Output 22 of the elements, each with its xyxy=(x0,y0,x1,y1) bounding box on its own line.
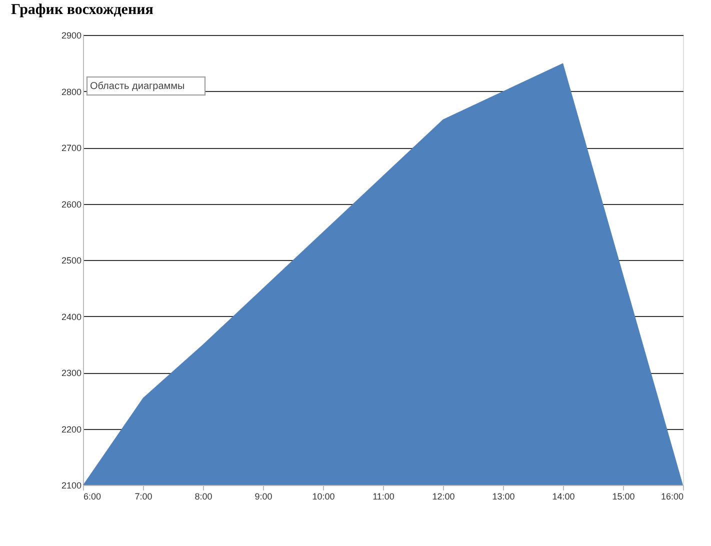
y-tick-label: 2700 xyxy=(61,143,82,153)
y-tick-label: 2900 xyxy=(61,30,82,40)
x-tick-label: 10:00 xyxy=(312,492,335,502)
y-tick-label: 2600 xyxy=(61,199,82,210)
y-tick-label: 2300 xyxy=(61,368,82,378)
y-tick-label: 2500 xyxy=(61,256,82,266)
x-tick-label: 7:00 xyxy=(134,492,152,502)
x-tick-label: 16:00 xyxy=(660,492,684,502)
x-tick-label: 6:00 xyxy=(84,492,102,502)
annotation: Область диаграммы xyxy=(90,81,185,92)
y-tick-label: 2200 xyxy=(61,424,82,434)
chart-title: График восхождения xyxy=(10,2,154,18)
x-tick-label: 12:00 xyxy=(432,492,455,502)
x-tick-label: 15:00 xyxy=(612,492,635,502)
x-tick-label: 11:00 xyxy=(372,492,394,502)
x-tick-label: 13:00 xyxy=(492,492,515,502)
y-tick-label: 2800 xyxy=(61,86,82,97)
y-tick-label: 2400 xyxy=(61,312,82,322)
x-tick-label: 8:00 xyxy=(194,492,212,502)
y-tick-label: 2100 xyxy=(61,480,82,490)
x-tick-label: 9:00 xyxy=(254,492,272,502)
x-tick-label: 14:00 xyxy=(552,492,575,502)
